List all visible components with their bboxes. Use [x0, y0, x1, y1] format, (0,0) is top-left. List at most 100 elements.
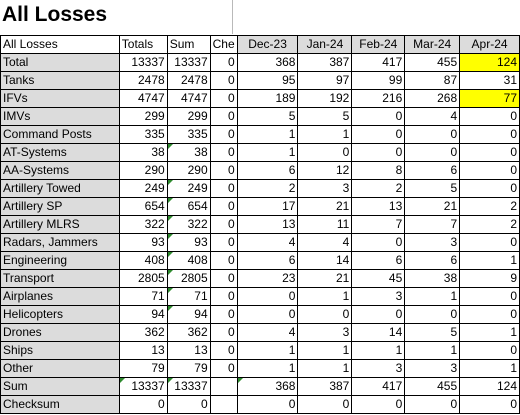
month-value-cell[interactable]: 21 — [404, 197, 461, 216]
header-check-cell[interactable]: Che — [209, 35, 238, 54]
month-value-cell[interactable]: 2 — [236, 179, 299, 198]
header-month-cell[interactable]: Apr-24 — [459, 35, 520, 54]
check-cell[interactable]: 0 — [209, 53, 238, 72]
check-cell[interactable]: 0 — [209, 287, 238, 306]
month-value-cell[interactable]: 6 — [404, 161, 461, 180]
totals-cell[interactable]: 2478 — [118, 71, 168, 90]
month-value-cell[interactable]: 192 — [297, 89, 353, 108]
sum-cell[interactable]: 13 — [166, 341, 211, 360]
header-month-cell[interactable]: Jan-24 — [297, 35, 353, 54]
totals-cell[interactable]: 2805 — [118, 269, 168, 288]
totals-cell[interactable]: 249 — [118, 179, 168, 198]
header-month-cell[interactable]: Mar-24 — [404, 35, 461, 54]
month-value-cell[interactable]: 0 — [297, 143, 353, 162]
row-label-cell[interactable]: Total — [0, 53, 120, 72]
check-cell[interactable]: 0 — [209, 197, 238, 216]
row-label-cell[interactable]: Airplanes — [0, 287, 120, 306]
month-value-cell[interactable]: 0 — [236, 305, 299, 324]
check-cell[interactable] — [209, 395, 238, 414]
totals-cell[interactable]: 94 — [118, 305, 168, 324]
sum-cell[interactable]: 13337 — [166, 377, 211, 396]
check-cell[interactable]: 0 — [209, 107, 238, 126]
month-value-cell[interactable]: 368 — [236, 53, 299, 72]
sum-cell[interactable]: 13337 — [166, 53, 211, 72]
month-value-cell[interactable]: 23 — [236, 269, 299, 288]
month-value-cell[interactable]: 417 — [351, 53, 406, 72]
header-month-cell[interactable]: Feb-24 — [351, 35, 406, 54]
month-value-cell[interactable]: 99 — [351, 71, 406, 90]
sum-cell[interactable]: 2478 — [166, 71, 211, 90]
month-value-cell[interactable]: 11 — [297, 215, 353, 234]
check-cell[interactable]: 0 — [209, 215, 238, 234]
sum-cell[interactable]: 94 — [166, 305, 211, 324]
row-label-cell[interactable]: Sum — [0, 377, 120, 396]
row-label-cell[interactable]: Radars, Jammers — [0, 233, 120, 252]
month-value-cell[interactable]: 455 — [404, 377, 461, 396]
month-value-cell[interactable]: 5 — [236, 107, 299, 126]
sum-cell[interactable]: 0 — [166, 395, 211, 414]
month-value-cell[interactable]: 1 — [297, 359, 353, 378]
month-value-cell[interactable]: 6 — [236, 251, 299, 270]
month-value-cell[interactable]: 387 — [297, 377, 353, 396]
sum-cell[interactable]: 299 — [166, 107, 211, 126]
row-label-cell[interactable]: Artillery Towed — [0, 179, 120, 198]
row-label-cell[interactable]: Engineering — [0, 251, 120, 270]
month-value-cell[interactable]: 4 — [236, 233, 299, 252]
month-value-cell[interactable]: 5 — [297, 107, 353, 126]
totals-cell[interactable]: 290 — [118, 161, 168, 180]
month-value-cell[interactable]: 38 — [404, 269, 461, 288]
month-value-cell[interactable]: 0 — [351, 395, 406, 414]
row-label-cell[interactable]: Command Posts — [0, 125, 120, 144]
month-value-cell[interactable]: 0 — [404, 143, 461, 162]
month-value-cell[interactable]: 387 — [297, 53, 353, 72]
row-label-cell[interactable]: Artillery MLRS — [0, 215, 120, 234]
row-label-cell[interactable]: Transport — [0, 269, 120, 288]
month-value-cell[interactable]: 0 — [459, 125, 520, 144]
month-value-cell[interactable]: 1 — [297, 125, 353, 144]
sum-cell[interactable]: 322 — [166, 215, 211, 234]
totals-cell[interactable]: 93 — [118, 233, 168, 252]
month-value-cell[interactable]: 216 — [351, 89, 406, 108]
sum-cell[interactable]: 93 — [166, 233, 211, 252]
check-cell[interactable]: 0 — [209, 269, 238, 288]
month-value-cell[interactable]: 8 — [351, 161, 406, 180]
month-value-cell[interactable]: 1 — [236, 341, 299, 360]
month-value-cell[interactable]: 368 — [236, 377, 299, 396]
month-value-cell[interactable]: 6 — [236, 161, 299, 180]
month-value-cell[interactable]: 1 — [404, 341, 461, 360]
totals-cell[interactable]: 299 — [118, 107, 168, 126]
month-value-cell[interactable]: 7 — [404, 215, 461, 234]
check-cell[interactable]: 0 — [209, 89, 238, 108]
month-value-cell[interactable]: 3 — [404, 359, 461, 378]
check-cell[interactable]: 0 — [209, 341, 238, 360]
month-value-cell[interactable]: 4 — [297, 233, 353, 252]
row-label-cell[interactable]: Drones — [0, 323, 120, 342]
check-cell[interactable]: 0 — [209, 143, 238, 162]
month-value-cell[interactable]: 0 — [459, 287, 520, 306]
month-value-cell[interactable]: 1 — [459, 323, 520, 342]
month-value-cell[interactable]: 1 — [236, 125, 299, 144]
month-value-cell[interactable]: 0 — [236, 395, 299, 414]
month-value-cell[interactable]: 1 — [459, 359, 520, 378]
month-value-cell[interactable]: 455 — [404, 53, 461, 72]
month-value-cell[interactable]: 124 — [459, 53, 520, 72]
month-value-cell[interactable]: 417 — [351, 377, 406, 396]
month-value-cell[interactable]: 3 — [297, 323, 353, 342]
check-cell[interactable]: 0 — [209, 323, 238, 342]
sum-cell[interactable]: 71 — [166, 287, 211, 306]
month-value-cell[interactable]: 189 — [236, 89, 299, 108]
totals-cell[interactable]: 4747 — [118, 89, 168, 108]
row-label-cell[interactable]: Other — [0, 359, 120, 378]
month-value-cell[interactable]: 2 — [459, 215, 520, 234]
month-value-cell[interactable]: 1 — [459, 251, 520, 270]
month-value-cell[interactable]: 9 — [459, 269, 520, 288]
month-value-cell[interactable]: 21 — [297, 269, 353, 288]
sum-cell[interactable]: 362 — [166, 323, 211, 342]
month-value-cell[interactable]: 31 — [459, 71, 520, 90]
month-value-cell[interactable]: 1 — [297, 287, 353, 306]
month-value-cell[interactable]: 0 — [459, 395, 520, 414]
check-cell[interactable]: 0 — [209, 305, 238, 324]
month-value-cell[interactable]: 3 — [351, 359, 406, 378]
month-value-cell[interactable]: 0 — [459, 161, 520, 180]
month-value-cell[interactable]: 1 — [236, 359, 299, 378]
